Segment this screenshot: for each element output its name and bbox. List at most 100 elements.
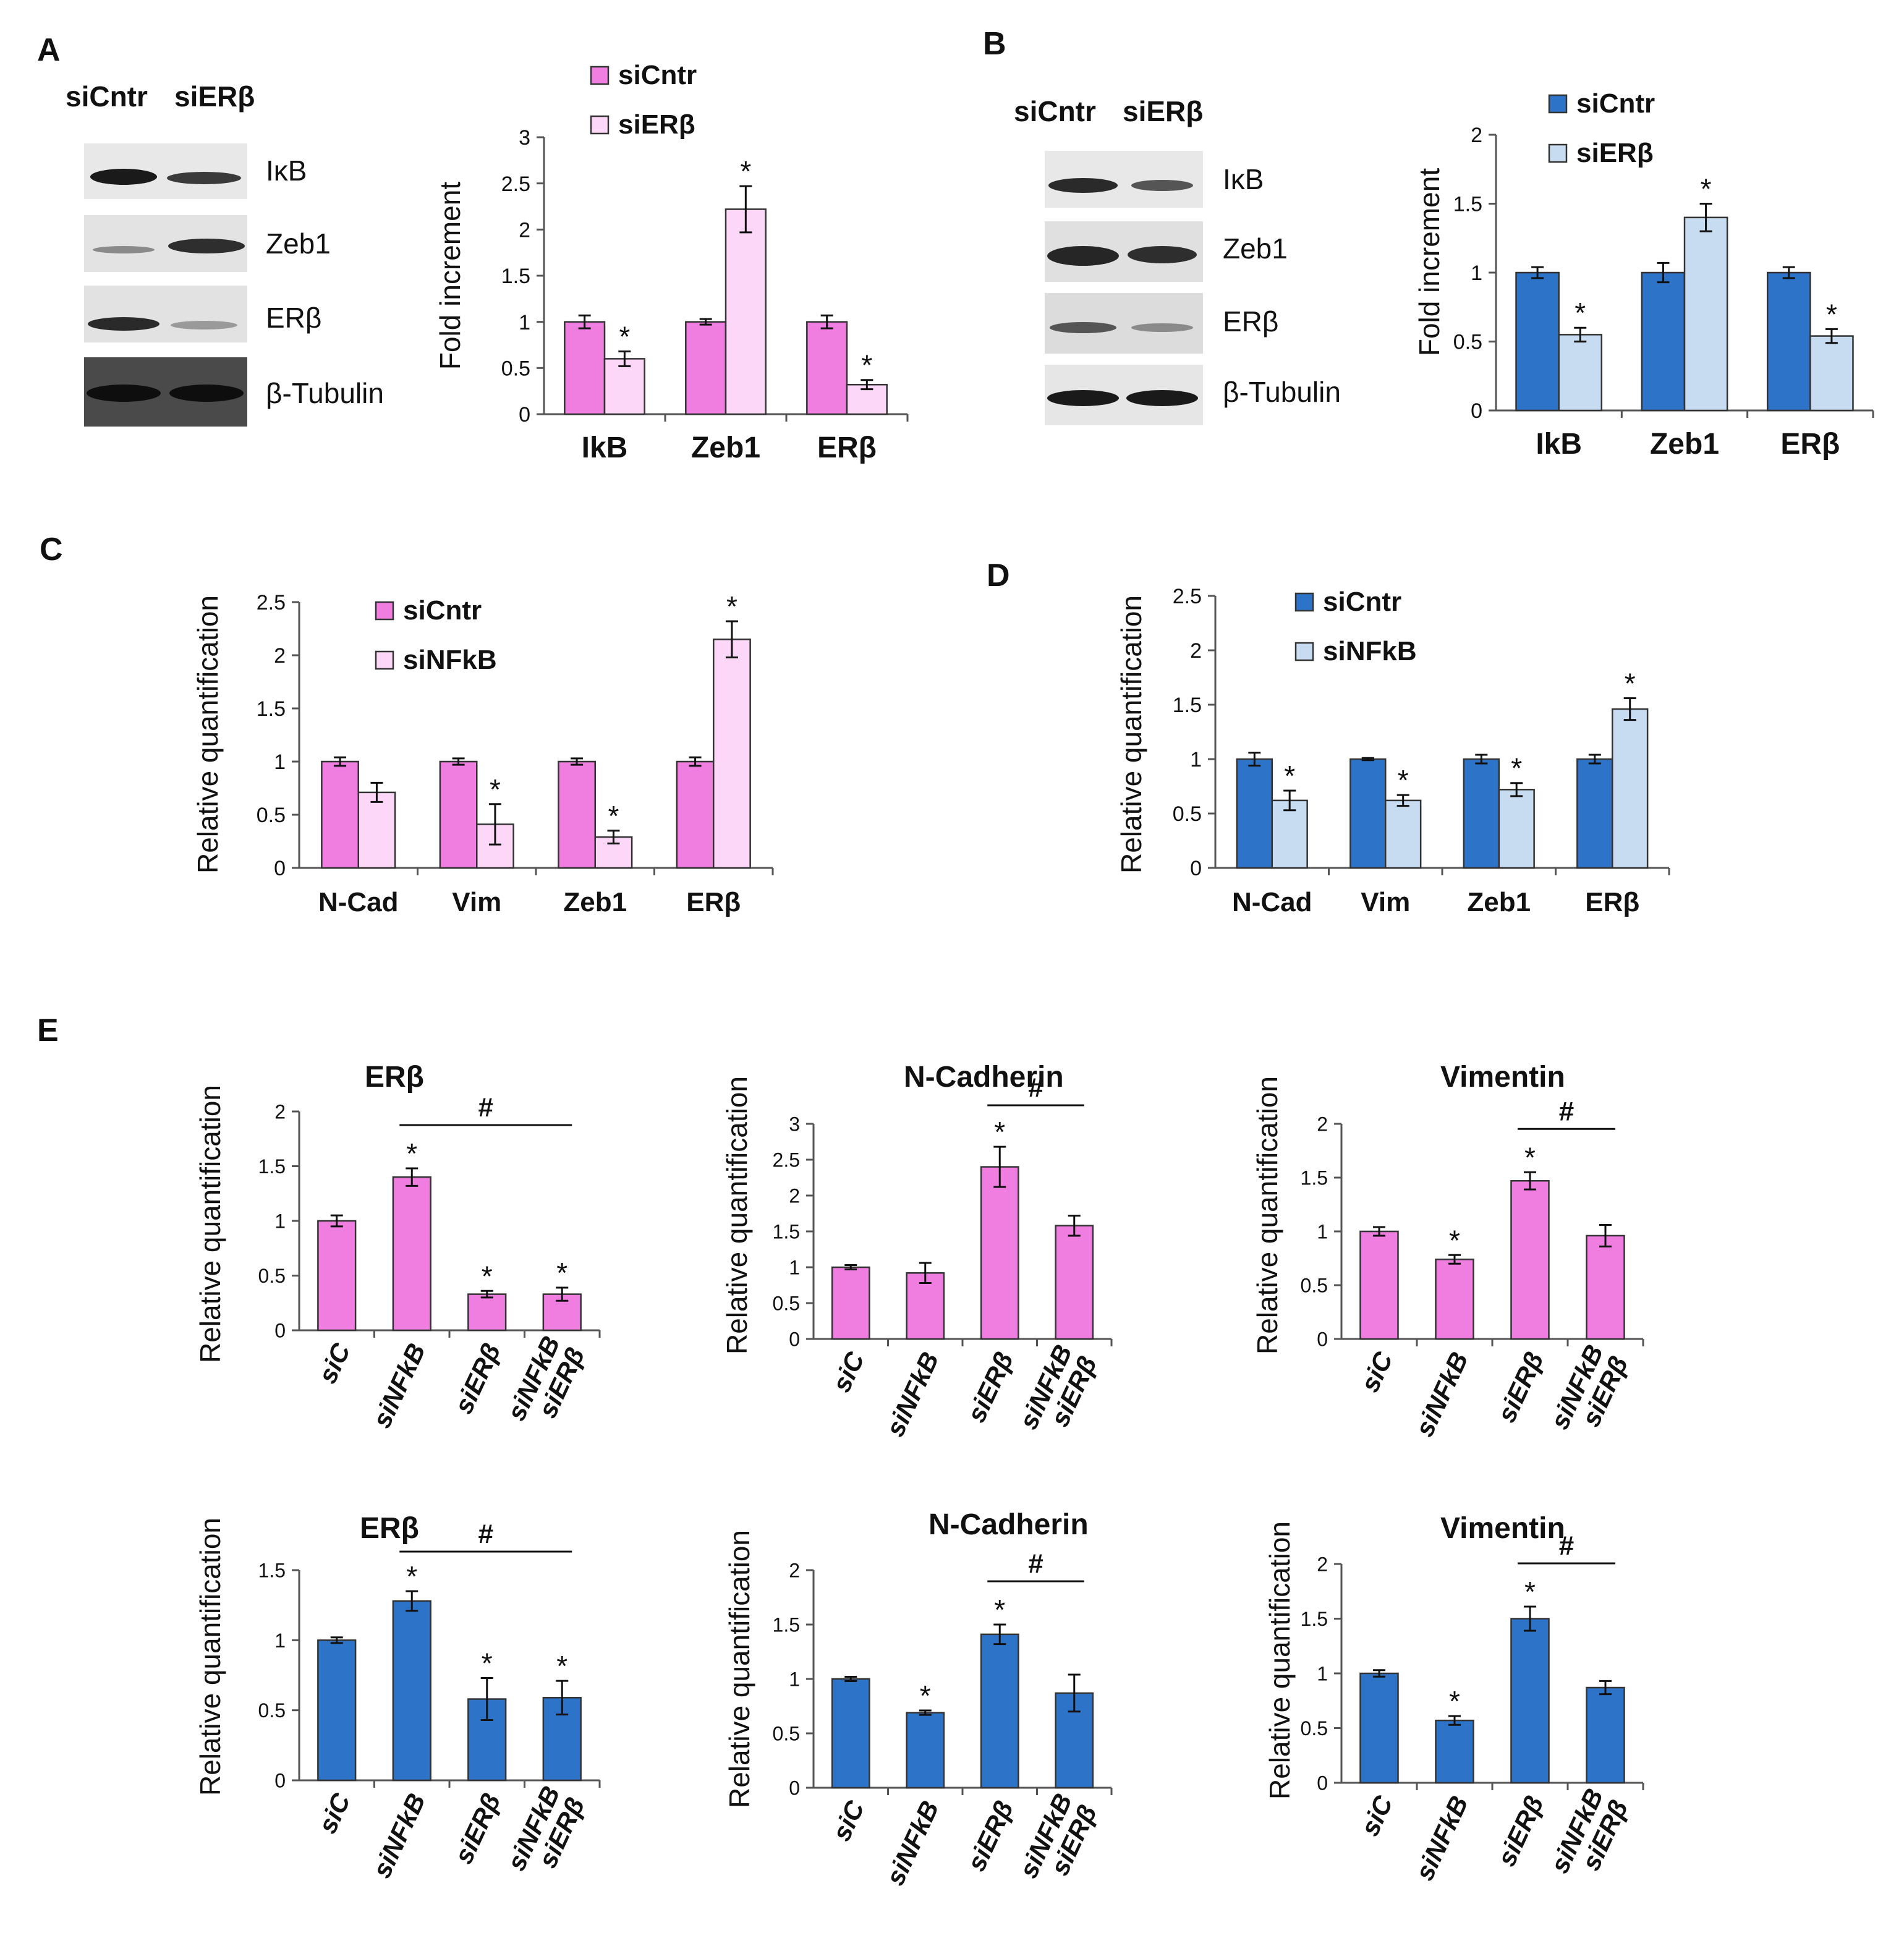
significance-star: *: [1511, 752, 1522, 784]
bar-sicntr: [676, 760, 715, 869]
bar-value: [1510, 1618, 1550, 1784]
significance-star: *: [608, 800, 619, 832]
significance-star: *: [482, 1260, 493, 1292]
x-category-label-line: siNFkB: [367, 1339, 431, 1432]
legend-label: siNFkB: [403, 645, 497, 675]
significance-star: *: [482, 1647, 493, 1680]
chart-title: N-Cadherin: [929, 1508, 1089, 1541]
bar-sicntr: [439, 760, 478, 869]
y-tick-label: 0: [1471, 399, 1482, 423]
x-category-label: siC: [312, 1788, 356, 1838]
x-category-label: siC: [827, 1796, 870, 1845]
y-axis-label: Relative quantification: [1115, 595, 1147, 873]
y-axis-label: Relative quantification: [192, 595, 224, 873]
blot-b-label-ikb: IκB: [1223, 163, 1264, 195]
y-tick-label: 0.5: [1301, 1717, 1328, 1740]
x-category-label: siERβ: [1492, 1791, 1549, 1871]
chart-title: ERβ: [360, 1512, 419, 1545]
y-tick-label: 1.5: [257, 697, 286, 721]
x-category-label: N-Cad: [318, 887, 399, 917]
y-tick-label: 1: [789, 1257, 800, 1279]
y-axis-label: Relative quantification: [194, 1085, 226, 1363]
blot-a-band: [90, 169, 157, 185]
y-tick-label: 0.5: [258, 1699, 286, 1722]
panel-label-b: B: [983, 26, 1006, 62]
blot-a-strip-erb: [84, 286, 247, 342]
y-tick-label: 0: [519, 403, 530, 427]
chart-title: N-Cadherin: [904, 1061, 1064, 1094]
y-tick-label: 1.5: [1173, 694, 1202, 717]
blot-a-band: [93, 246, 155, 253]
y-tick-label: 1.5: [1301, 1167, 1328, 1189]
x-category-label-line: siERβ: [1492, 1791, 1549, 1871]
y-tick-label: 1: [274, 1210, 286, 1233]
bar-sicntr: [321, 760, 360, 869]
charts: 0 0.5 1 1.5 2 2.5 3 Fold increment * IkB * Zeb1 * ERβ…: [192, 60, 1874, 1890]
x-category-label: siNFkB: [1409, 1348, 1474, 1441]
x-category-label: ERβ: [686, 887, 741, 917]
x-category-label: siC: [1355, 1347, 1399, 1396]
y-tick-label: 0: [789, 1777, 800, 1799]
x-category-label-line: siC: [1355, 1791, 1399, 1840]
chart-a: 0 0.5 1 1.5 2 2.5 3 Fold increment * IkB * Zeb1 * ERβ…: [434, 60, 909, 464]
blot-a-label-ikb: IκB: [266, 155, 307, 187]
blot-b-header-sicntr: siCntr: [1014, 95, 1096, 127]
x-category-label: Zeb1: [1650, 428, 1719, 461]
y-tick-label: 1.5: [773, 1221, 800, 1243]
x-category-label: siNFkB: [1409, 1791, 1474, 1885]
x-category-label: siC: [1355, 1791, 1399, 1840]
y-tick-label: 0.5: [1453, 331, 1482, 354]
y-tick-label: 0: [274, 857, 286, 880]
x-category-label: siC: [827, 1347, 870, 1396]
blot-a-band: [88, 317, 159, 331]
chart-e3: 0 0.5 1 1.5 2 Relative quantification Vimentin…: [1251, 1061, 1644, 1445]
blot-a-band: [87, 385, 161, 402]
blot-a-label-zeb1: Zeb1: [266, 227, 331, 260]
y-tick-label: 1.5: [258, 1560, 286, 1582]
y-tick-label: 0.5: [258, 1265, 286, 1287]
x-category-label: Vim: [1361, 887, 1410, 917]
significance-star: *: [1284, 760, 1295, 792]
x-category-label: siNFkB: [880, 1796, 945, 1890]
significance-star: *: [920, 1680, 931, 1712]
blot-b-header-sierb: siERβ: [1123, 95, 1203, 127]
x-category-label: siNFkBsiERβ: [501, 1782, 590, 1887]
significance-star: *: [1449, 1224, 1460, 1256]
chart-c: 0 0.5 1 1.5 2 2.5 Relative quantification N-Cad…: [192, 590, 774, 917]
legend-label: siCntr: [1576, 88, 1655, 119]
chart-title: ERβ: [365, 1061, 424, 1094]
significance-star: *: [1575, 297, 1586, 329]
blot-b-band: [1131, 323, 1193, 332]
y-tick-label: 2: [274, 644, 286, 668]
x-category-label: siNFkBsiERβ: [1545, 1340, 1634, 1445]
y-axis-label: Relative quantification: [194, 1518, 226, 1796]
y-tick-label: 1: [1317, 1663, 1328, 1685]
y-tick-label: 0: [274, 1770, 286, 1792]
blot-b-band: [1048, 178, 1118, 193]
bar-value: [392, 1600, 431, 1782]
bar-sicntr: [685, 321, 727, 415]
y-tick-label: 2.5: [501, 172, 530, 196]
y-tick-label: 2: [519, 219, 530, 242]
x-category-label: siERβ: [961, 1796, 1019, 1876]
bar-value: [1055, 1225, 1094, 1340]
panel-label-e: E: [37, 1013, 59, 1048]
blot-b-band: [1126, 390, 1198, 406]
y-tick-label: 1.5: [773, 1614, 800, 1636]
x-category-label: Zeb1: [1467, 887, 1531, 917]
y-tick-label: 0: [1190, 857, 1202, 880]
chart-e6: 0 0.5 1 1.5 2 Relative quantification Vimentin…: [1264, 1512, 1644, 1885]
significance-star: *: [861, 349, 872, 381]
blot-b-band: [1047, 390, 1119, 406]
significance-star: *: [726, 590, 737, 622]
significance-hash: #: [1028, 1549, 1043, 1579]
x-category-label: Zeb1: [691, 431, 760, 464]
y-tick-label: 2: [1317, 1113, 1328, 1136]
bar-sicntr: [806, 321, 848, 415]
bar-sinfkb: [476, 823, 514, 869]
significance-hash: #: [1028, 1073, 1043, 1103]
blot-a-header-sicntr: siCntr: [66, 80, 148, 113]
bar-sicntr: [1641, 271, 1686, 412]
y-tick-label: 1: [1317, 1221, 1328, 1243]
y-tick-label: 2.5: [773, 1149, 800, 1171]
